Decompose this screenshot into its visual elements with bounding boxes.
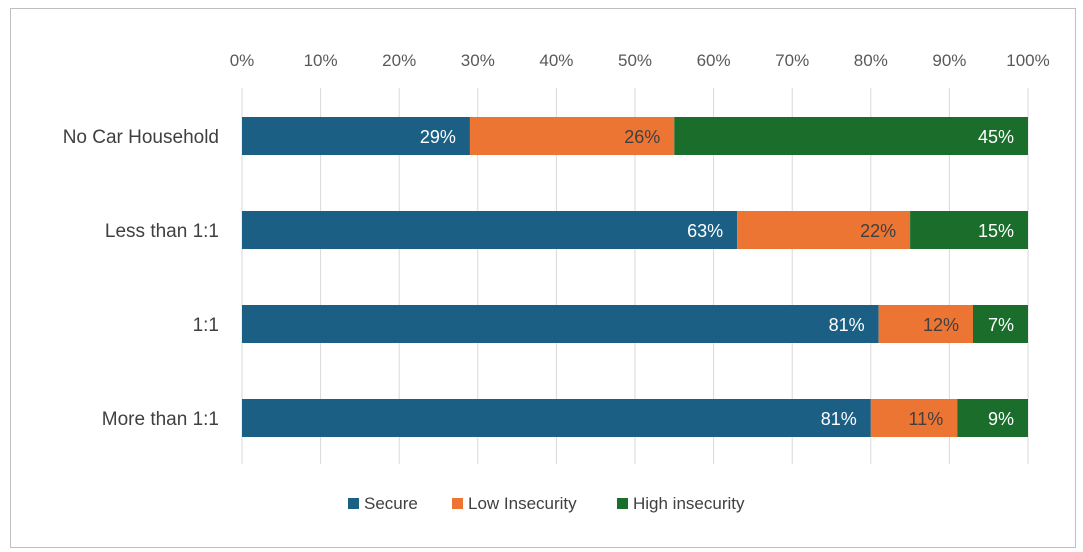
data-label: 9% — [988, 409, 1014, 429]
legend-entry: Secure — [364, 494, 418, 513]
legend-swatch — [348, 498, 359, 509]
x-tick-label: 10% — [304, 51, 338, 70]
data-label: 81% — [829, 315, 865, 335]
x-tick-label: 40% — [539, 51, 573, 70]
legend-swatch — [452, 498, 463, 509]
x-tick-label: 70% — [775, 51, 809, 70]
bar-segment — [878, 305, 973, 343]
bar-segment — [870, 399, 958, 437]
data-label: 15% — [978, 221, 1014, 241]
legend-entry: High insecurity — [633, 494, 745, 513]
x-tick-label: 100% — [1006, 51, 1049, 70]
bar-segment — [972, 305, 1028, 343]
x-tick-label: 60% — [697, 51, 731, 70]
data-label: 11% — [909, 409, 944, 429]
bar-segment — [242, 399, 871, 437]
chart-frame — [10, 8, 1076, 548]
legend-entry: Low Insecurity — [468, 494, 577, 513]
data-label: 63% — [687, 221, 723, 241]
bar-segment — [469, 117, 675, 155]
category-label: 1:1 — [193, 315, 219, 336]
x-tick-label: 50% — [618, 51, 652, 70]
bar-segment — [242, 211, 738, 249]
bar-segment — [242, 117, 470, 155]
data-label: 81% — [821, 409, 857, 429]
bar-segment — [674, 117, 1028, 155]
legend-swatch — [617, 498, 628, 509]
data-label: 22% — [860, 221, 896, 241]
category-label: Less than 1:1 — [105, 221, 219, 242]
x-tick-label: 20% — [382, 51, 416, 70]
data-label: 45% — [978, 127, 1014, 147]
data-label: 29% — [420, 127, 456, 147]
category-label: No Car Household — [63, 127, 219, 148]
data-label: 12% — [923, 315, 959, 335]
category-label: More than 1:1 — [102, 409, 219, 430]
x-tick-label: 0% — [230, 51, 255, 70]
bar-segment — [737, 211, 911, 249]
x-tick-label: 30% — [461, 51, 495, 70]
bar-segment — [242, 305, 879, 343]
x-tick-label: 90% — [932, 51, 966, 70]
data-label: 7% — [988, 315, 1014, 335]
bar-segment — [957, 399, 1028, 437]
data-label: 26% — [624, 127, 660, 147]
bar-segment — [910, 211, 1028, 249]
x-tick-label: 80% — [854, 51, 888, 70]
